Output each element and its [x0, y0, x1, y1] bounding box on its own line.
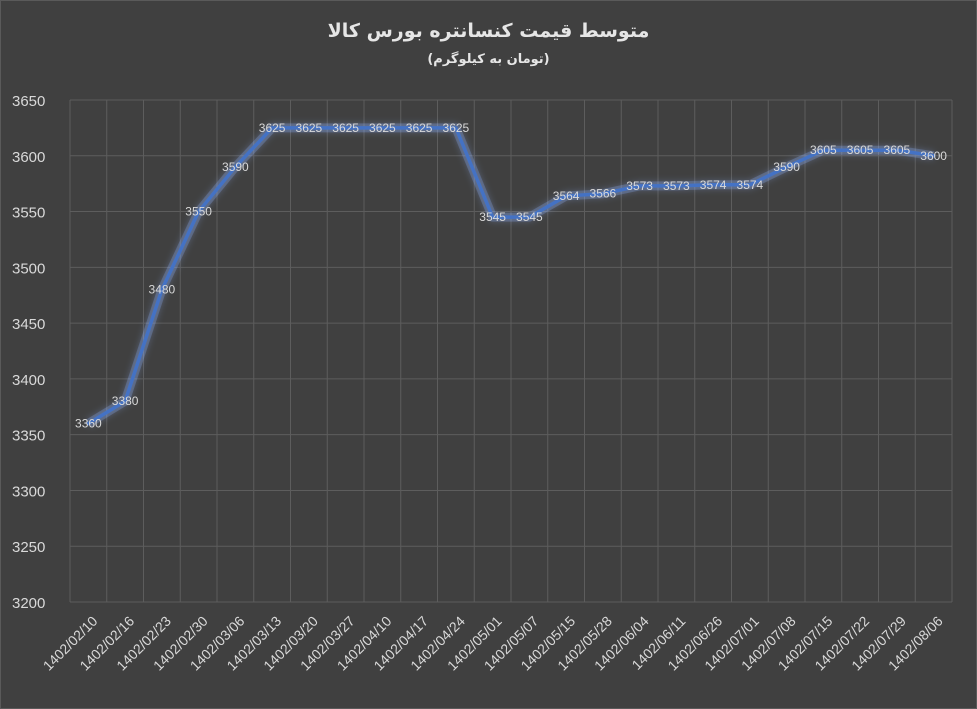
data-label: 3605	[847, 143, 874, 157]
data-point	[197, 210, 201, 214]
data-point	[491, 215, 495, 219]
series-group	[86, 123, 936, 428]
data-point	[858, 148, 862, 152]
data-point	[638, 184, 642, 188]
data-point	[160, 288, 164, 292]
data-point	[417, 126, 421, 130]
chart-title: متوسط قیمت کنسانتره بورس کالا	[327, 20, 650, 42]
data-point	[270, 126, 274, 130]
data-point	[307, 126, 311, 130]
y-tick-label: 3400	[12, 372, 45, 389]
data-label: 3573	[626, 179, 653, 193]
data-point	[344, 126, 348, 130]
data-label: 3545	[479, 210, 506, 224]
series-line	[86, 126, 936, 426]
data-label: 3590	[222, 160, 249, 174]
data-point	[380, 126, 384, 130]
data-label: 3566	[590, 187, 617, 201]
data-label: 3360	[75, 417, 102, 431]
y-tick-label: 3300	[12, 483, 45, 500]
data-point	[932, 154, 936, 158]
data-point	[785, 165, 789, 169]
data-label: 3625	[443, 121, 470, 135]
data-point	[86, 422, 90, 426]
data-label: 3550	[185, 205, 212, 219]
data-point	[711, 183, 715, 187]
data-point	[601, 192, 605, 196]
data-label: 3564	[553, 189, 580, 203]
data-label: 3380	[112, 394, 139, 408]
data-label: 3625	[296, 121, 323, 135]
data-label: 3573	[663, 179, 690, 193]
data-label: 3605	[810, 143, 837, 157]
data-point	[821, 148, 825, 152]
data-labels: 3360 3380 3480 3550 3590 3625 3625 3625 3625 3625…	[75, 121, 947, 431]
data-point	[233, 165, 237, 169]
y-tick-label: 3500	[12, 260, 45, 277]
data-point	[748, 183, 752, 187]
data-label: 3605	[884, 143, 911, 157]
data-label: 3590	[773, 160, 800, 174]
y-tick-label: 3200	[12, 595, 45, 612]
data-point	[454, 126, 458, 130]
y-tick-label: 3450	[12, 316, 45, 333]
gridlines	[69, 99, 953, 603]
y-axis: 3200 3250 3300 3350 3400 3450 3500 3550 3600 3650	[12, 93, 45, 612]
data-label: 3600	[920, 149, 947, 163]
y-tick-label: 3550	[12, 205, 45, 222]
data-point	[674, 184, 678, 188]
data-label: 3625	[259, 121, 286, 135]
data-point	[527, 215, 531, 219]
y-tick-label: 3650	[12, 93, 45, 110]
data-label: 3625	[332, 121, 359, 135]
x-axis: 1402/02/101402/02/161402/02/231402/02/30…	[40, 613, 946, 674]
y-tick-label: 3250	[12, 539, 45, 556]
data-label: 3574	[700, 178, 727, 192]
data-point	[123, 399, 127, 403]
chart-subtitle: (تومان به کیلوگرم)	[427, 52, 550, 67]
data-label: 3545	[516, 210, 543, 224]
data-label: 3480	[149, 283, 176, 297]
data-label: 3574	[737, 178, 764, 192]
data-point	[895, 148, 899, 152]
data-label: 3625	[406, 121, 433, 135]
y-tick-label: 3350	[12, 428, 45, 445]
data-label: 3625	[369, 121, 396, 135]
y-tick-label: 3600	[12, 149, 45, 166]
data-point	[564, 194, 568, 198]
